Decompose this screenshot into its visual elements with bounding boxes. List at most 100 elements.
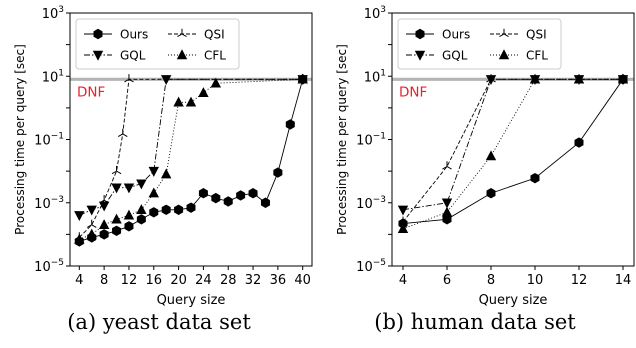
data-point	[398, 216, 408, 225]
x-tick-label: 6	[443, 273, 451, 288]
data-point	[74, 233, 85, 244]
data-point	[529, 73, 541, 84]
legend-box	[397, 18, 562, 70]
data-point	[485, 150, 497, 161]
data-point	[123, 183, 135, 194]
legend: Ours QSI GQL CFL	[397, 18, 562, 70]
y-tick-label: 10−1	[34, 132, 64, 149]
data-point	[148, 187, 159, 198]
data-point	[223, 196, 233, 207]
x-tick-label: 4	[399, 273, 407, 288]
data-point	[573, 73, 585, 84]
series-ours	[398, 74, 628, 229]
y-tick-label: 10−5	[34, 258, 64, 275]
data-point	[112, 225, 122, 236]
x-tick-label: 32	[245, 273, 262, 288]
data-point	[117, 128, 128, 137]
data-point	[273, 167, 283, 178]
y-tick-label: 10−5	[356, 258, 386, 275]
chart-human: DNF 10−5 10−3 10−1 101 103 4 6 8 10 12 14 Query size…	[335, 5, 635, 308]
data-point	[211, 192, 221, 204]
data-point	[123, 209, 135, 220]
legend-box	[75, 18, 240, 70]
data-point	[86, 228, 97, 239]
dnf-label: DNF	[399, 84, 427, 100]
x-tick-label: 4	[75, 273, 83, 288]
series-cfl	[74, 73, 308, 244]
series-line	[402, 78, 623, 211]
data-point	[160, 168, 172, 179]
data-point	[161, 204, 171, 215]
data-point	[441, 198, 453, 209]
data-point	[98, 219, 110, 230]
data-point	[285, 119, 295, 130]
series-gql	[397, 75, 629, 216]
legend-item-gql: GQL	[84, 49, 146, 63]
data-point	[248, 188, 258, 199]
series-line	[402, 78, 623, 230]
x-tick-label: 8	[100, 273, 108, 288]
legend-label: GQL	[120, 49, 146, 63]
y-tick-label: 101	[42, 68, 64, 85]
x-tick-label: 14	[615, 273, 632, 288]
data-point	[136, 204, 147, 214]
x-axis-label: Query size	[479, 293, 548, 308]
legend-item-ours: Ours	[406, 28, 470, 42]
series-line	[402, 79, 624, 224]
data-point	[198, 188, 208, 199]
legend-item-gql: GQL	[406, 49, 468, 63]
data-point	[485, 75, 497, 86]
data-point	[74, 211, 85, 222]
legend-label: Ours	[120, 28, 148, 42]
data-point	[397, 223, 409, 234]
y-axis-label: Processing time per query [sec]	[335, 44, 349, 235]
data-point	[124, 221, 134, 232]
data-point	[136, 179, 147, 190]
series-cfl	[397, 73, 629, 234]
legend: Ours QSI GQL CFL	[75, 18, 240, 70]
legend-item-qsi: QSI	[490, 28, 547, 42]
data-point	[148, 166, 159, 177]
x-tick-label: 12	[121, 273, 138, 288]
x-tick-label: 40	[294, 273, 311, 288]
data-point	[136, 214, 146, 225]
y-tick-label: 10−3	[34, 195, 64, 212]
caption-yeast: (a) yeast data set	[67, 310, 251, 334]
data-point	[160, 75, 172, 86]
series-gql	[74, 75, 308, 222]
x-tick-label: 8	[487, 273, 495, 288]
legend-label: CFL	[204, 49, 226, 63]
x-tick-label: 36	[270, 273, 287, 288]
legend-label: CFL	[526, 49, 548, 63]
data-point	[441, 206, 453, 217]
data-point	[198, 87, 209, 97]
data-point	[86, 219, 97, 228]
caption-human: (b) human data set	[374, 310, 576, 334]
data-point	[486, 188, 496, 199]
x-tick-label: 28	[220, 273, 237, 288]
y-tick-label: 101	[364, 68, 386, 85]
legend-marker	[498, 49, 510, 60]
x-tick-label: 12	[571, 273, 588, 288]
legend-marker	[415, 28, 425, 40]
data-point	[617, 73, 629, 84]
legend-marker	[499, 28, 509, 38]
data-point	[99, 229, 109, 240]
data-point	[111, 183, 122, 194]
series-line	[402, 78, 623, 223]
data-point	[86, 205, 97, 216]
y-tick-label: 103	[364, 5, 386, 22]
data-point	[442, 214, 452, 225]
data-point	[174, 204, 184, 215]
series-ours	[74, 74, 308, 247]
dnf-label: DNF	[77, 84, 105, 100]
x-axis-label: Query size	[157, 293, 226, 308]
x-tick-label: 24	[195, 273, 212, 288]
legend-marker	[177, 28, 187, 38]
data-point	[210, 77, 222, 88]
legend-label: QSI	[204, 28, 225, 42]
data-point	[173, 96, 184, 107]
data-point	[442, 161, 452, 170]
data-point	[186, 202, 196, 213]
